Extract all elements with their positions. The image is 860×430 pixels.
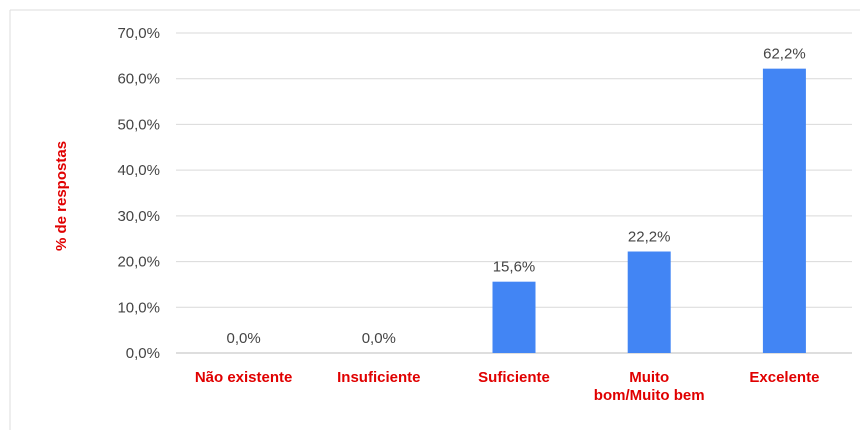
- y-tick-label: 0,0%: [126, 345, 160, 362]
- data-label: 22,2%: [628, 229, 671, 246]
- data-labels: 0,0% 0,0% 15,6% 22,2% 62,2%: [226, 46, 805, 347]
- x-category-label: Insuficiente: [337, 369, 420, 386]
- y-tick-label: 50,0%: [117, 116, 160, 133]
- y-tick-label: 20,0%: [117, 254, 160, 271]
- bars: [492, 68, 806, 354]
- bar: [762, 68, 806, 354]
- x-axis-categories: Não existente Insuficiente Suficiente Muito…: [195, 369, 820, 404]
- y-axis-ticks: 0,0% 10,0% 20,0% 30,0% 40,0% 50,0% 60,0% 70,0%: [117, 25, 160, 362]
- x-category-label: Não existente: [195, 369, 293, 386]
- x-category-label: Suficiente: [478, 369, 550, 386]
- data-label: 15,6%: [493, 259, 536, 276]
- y-tick-label: 30,0%: [117, 208, 160, 225]
- x-category-label: Excelente: [749, 369, 819, 386]
- y-tick-label: 70,0%: [117, 25, 160, 42]
- gridlines: [176, 32, 852, 354]
- bar: [492, 281, 536, 353]
- y-axis-title: % de respostas: [53, 141, 70, 251]
- data-label: 0,0%: [226, 330, 260, 347]
- y-tick-label: 10,0%: [117, 299, 160, 316]
- data-label: 62,2%: [763, 46, 806, 63]
- y-tick-label: 40,0%: [117, 162, 160, 179]
- y-tick-label: 60,0%: [117, 71, 160, 88]
- bar: [627, 251, 671, 353]
- data-label: 0,0%: [362, 330, 396, 347]
- x-category-label: Muito bom/Muito bem: [594, 369, 705, 404]
